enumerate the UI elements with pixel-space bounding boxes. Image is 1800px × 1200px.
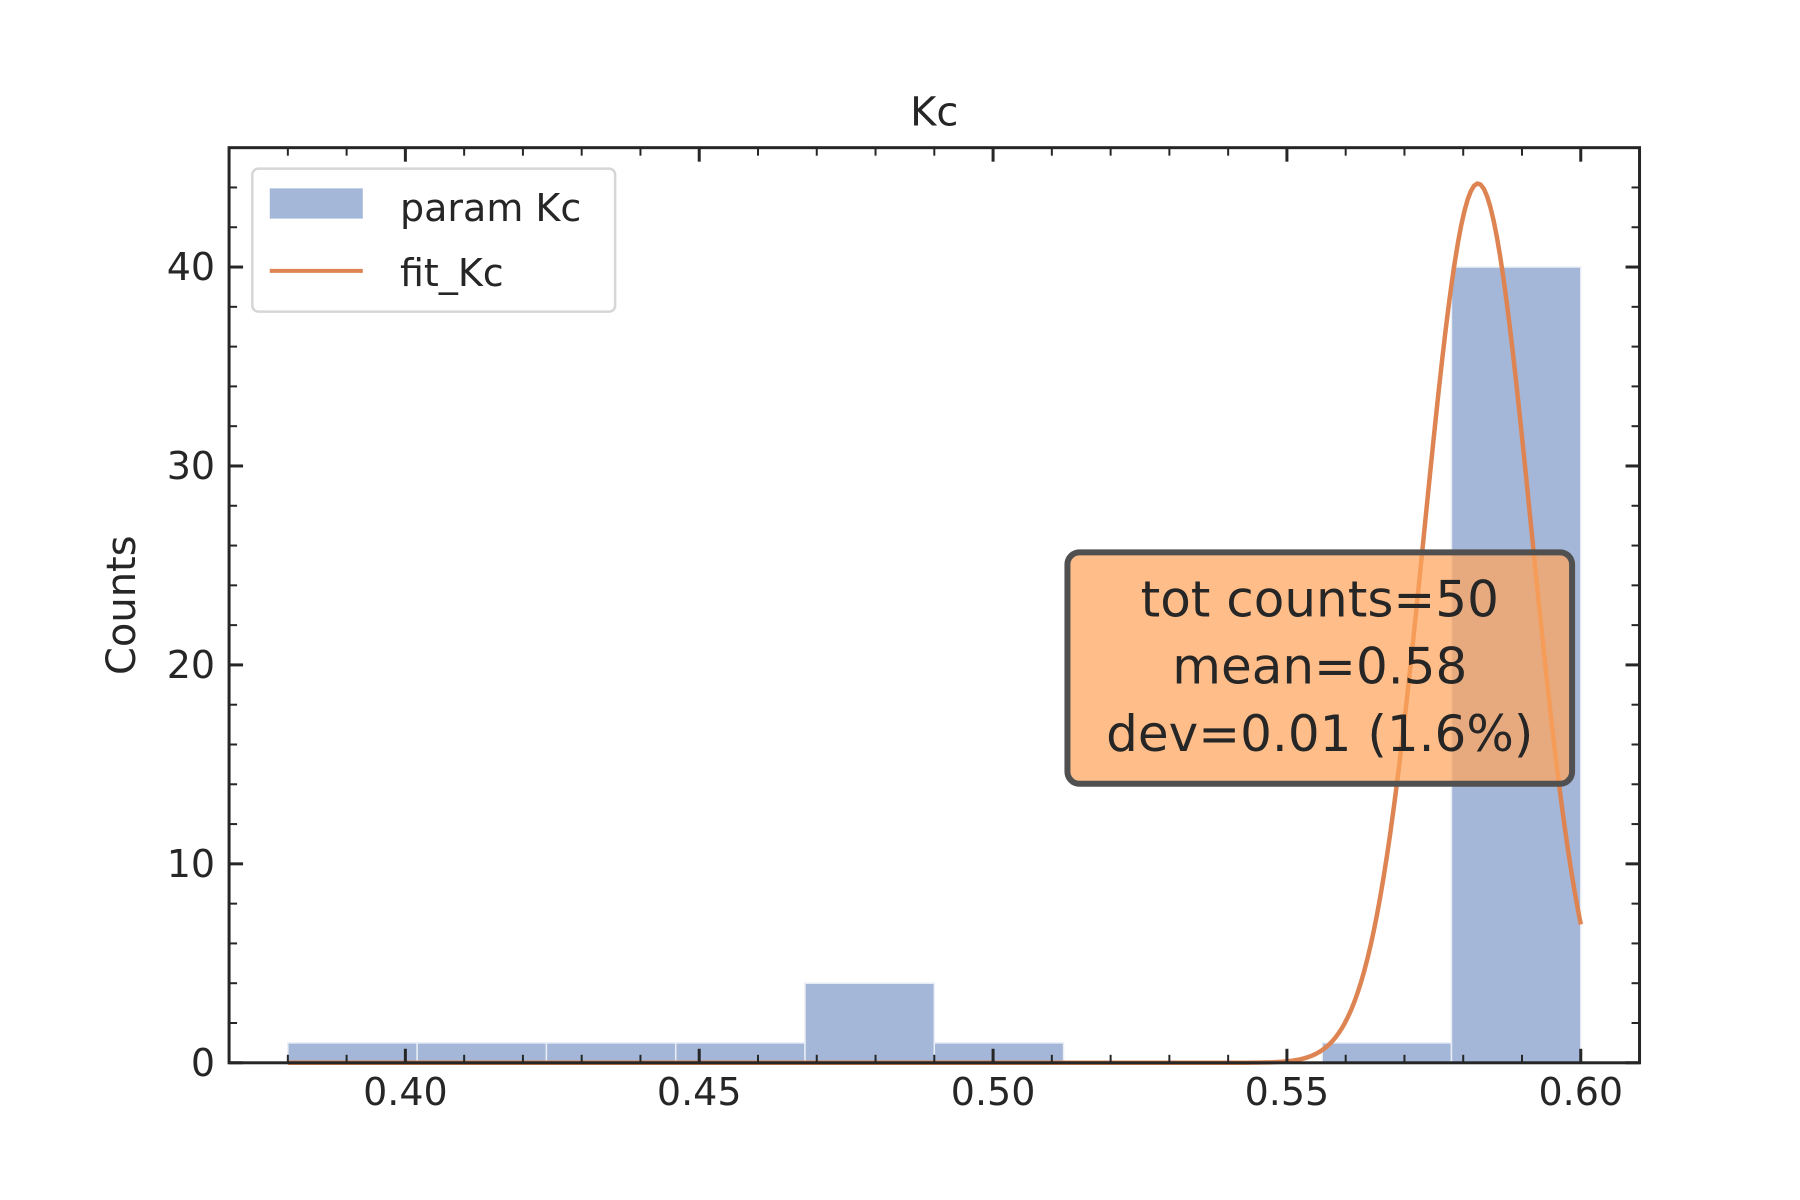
histogram-bar-5 [933,1042,1065,1064]
stats-total-counts: tot counts=50 [1141,570,1499,628]
y-axis-label: Counts [99,535,145,675]
y-tick-label: 20 [167,643,215,687]
legend-swatch-param-kc [269,188,363,219]
histogram-bar-4 [804,982,936,1064]
y-tick-label: 0 [191,1041,215,1085]
legend-label-fit-kc: fit_Kc [400,251,504,295]
x-tick-label: 0.60 [1538,1070,1623,1114]
histogram-bar-2 [545,1042,677,1064]
stats-deviation: dev=0.01 (1.6%) [1106,705,1533,763]
chart-title: Kc [910,90,958,136]
x-tick-label: 0.55 [1245,1070,1330,1114]
histogram-bar-3 [674,1042,806,1064]
histogram-bar-0 [287,1042,418,1064]
stats-mean: mean=0.58 [1172,638,1467,696]
axes-frame [227,146,1642,1065]
histogram-bar-8 [1321,1042,1453,1064]
x-tick-label: 0.40 [363,1070,448,1114]
legend-label-param-kc: param Kc [400,186,581,230]
y-tick-label: 40 [167,245,215,289]
x-tick-label: 0.45 [657,1070,742,1114]
stats-annotation-box [1064,549,1576,787]
y-tick-label: 30 [167,444,215,488]
histogram-bar-1 [416,1042,548,1064]
y-tick-label: 10 [167,842,215,886]
stats-annotation: tot counts=50 mean=0.58 dev=0.01 (1.6%) [1064,549,1576,787]
legend: param Kc fit_Kc [251,167,617,313]
x-tick-label: 0.50 [951,1070,1036,1114]
